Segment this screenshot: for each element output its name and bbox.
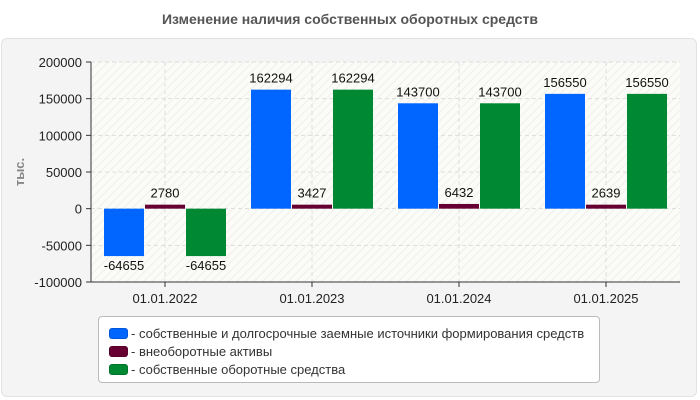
data-label: 6432 bbox=[445, 185, 474, 200]
y-tick-label: 0 bbox=[75, 202, 82, 217]
legend-label: - внеоборотные активы bbox=[131, 343, 273, 359]
data-label: -64655 bbox=[186, 258, 226, 273]
bar bbox=[145, 204, 185, 209]
legend-swatch bbox=[109, 363, 128, 375]
y-tick-label: 150000 bbox=[39, 92, 82, 107]
y-tick-label: 50000 bbox=[46, 165, 82, 180]
bar bbox=[627, 93, 667, 209]
y-tick-label: -100000 bbox=[34, 275, 82, 290]
y-tick-label: 200000 bbox=[39, 55, 82, 70]
data-label: 143700 bbox=[478, 84, 521, 99]
bar bbox=[186, 208, 226, 257]
bar bbox=[251, 89, 291, 209]
data-label: 3427 bbox=[298, 186, 327, 201]
legend-item: - собственные оборотные средства bbox=[109, 360, 599, 378]
data-label: 2780 bbox=[151, 186, 180, 201]
y-tick-label: 100000 bbox=[39, 128, 82, 143]
x-tick-label: 01.01.2025 bbox=[573, 291, 638, 306]
y-tick-label: -50000 bbox=[42, 238, 82, 253]
data-label: 162294 bbox=[331, 71, 374, 86]
legend-item: - внеоборотные активы bbox=[109, 342, 599, 360]
bar bbox=[480, 103, 520, 209]
data-label: 143700 bbox=[396, 84, 439, 99]
data-label: 162294 bbox=[249, 71, 292, 86]
bar bbox=[439, 203, 479, 209]
x-tick-label: 01.01.2022 bbox=[132, 291, 197, 306]
legend-swatch bbox=[109, 327, 128, 339]
bar bbox=[333, 89, 373, 209]
legend: - собственные и долгосрочные заемные ист… bbox=[98, 316, 600, 383]
legend-label: - собственные и долгосрочные заемные ист… bbox=[131, 325, 585, 341]
data-label: 156550 bbox=[625, 75, 668, 90]
bar bbox=[398, 103, 438, 209]
x-tick-label: 01.01.2023 bbox=[279, 291, 344, 306]
data-label: 156550 bbox=[543, 75, 586, 90]
y-axis-label: тыс. bbox=[12, 158, 27, 186]
legend-label: - собственные оборотные средства bbox=[131, 361, 346, 377]
bar bbox=[292, 204, 332, 209]
chart-title: Изменение наличия собственных оборотных … bbox=[161, 11, 539, 27]
legend-swatch bbox=[109, 345, 128, 357]
data-label: -64655 bbox=[104, 258, 144, 273]
bar bbox=[545, 93, 585, 209]
data-label: 2639 bbox=[592, 186, 621, 201]
x-tick-label: 01.01.2024 bbox=[426, 291, 491, 306]
legend-item: - собственные и долгосрочные заемные ист… bbox=[109, 324, 599, 342]
bar bbox=[104, 208, 144, 257]
bar bbox=[586, 204, 626, 209]
